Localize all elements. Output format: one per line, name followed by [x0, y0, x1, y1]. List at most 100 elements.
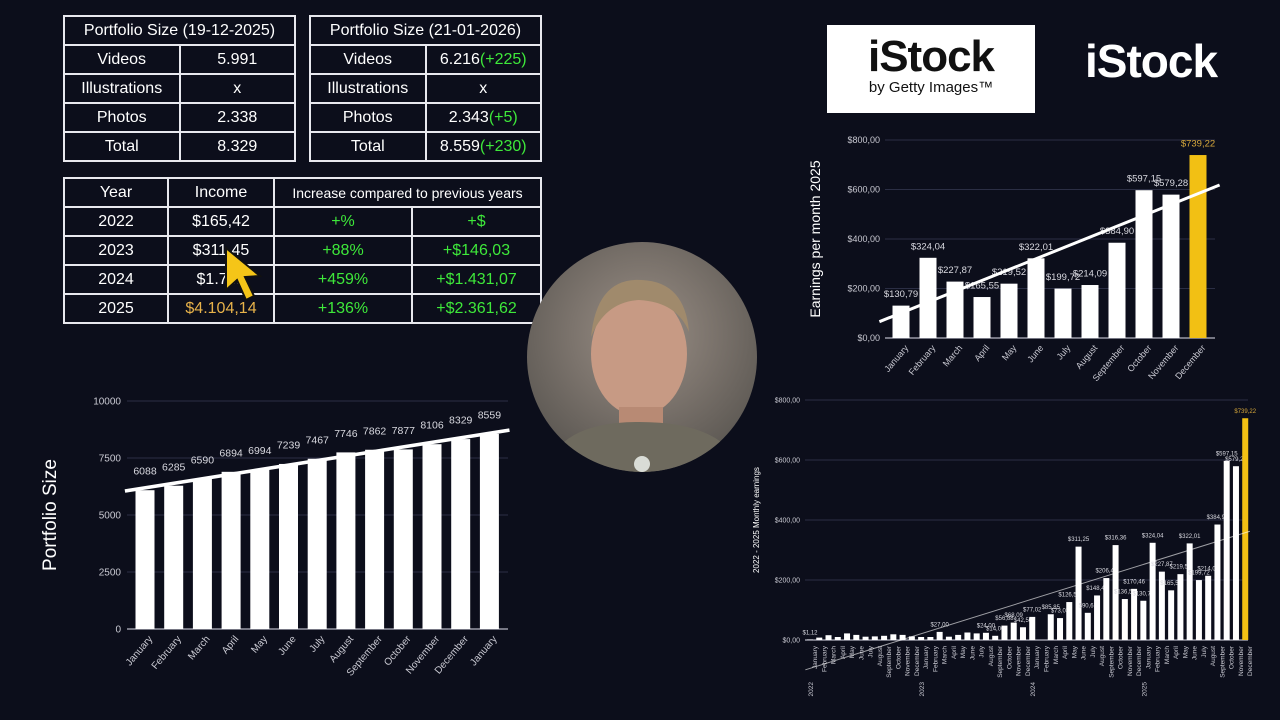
- data-label: 7877: [392, 425, 416, 437]
- year-cell: 2025: [63, 293, 169, 324]
- data-label: $214,09: [1197, 566, 1219, 572]
- x-tick-label: November: [1238, 645, 1245, 676]
- data-label: $165,55: [965, 280, 999, 291]
- row-label: Total: [63, 131, 181, 162]
- data-label: 6285: [162, 461, 186, 473]
- x-tick-label: July: [308, 634, 328, 655]
- data-label: $384,90: [1100, 226, 1134, 237]
- bar: [1047, 614, 1054, 640]
- bar: [365, 449, 385, 629]
- x-tick-label: July: [979, 645, 986, 657]
- bar: [1177, 574, 1184, 640]
- y-tick-label: $200,00: [775, 577, 800, 584]
- bar: [825, 635, 832, 640]
- y-tick-label: $800,00: [775, 397, 800, 404]
- data-label: 6088: [133, 466, 157, 478]
- table-row: Total 8.329: [63, 131, 296, 162]
- data-label: $73,03: [1051, 609, 1070, 615]
- x-tick-label: October: [1006, 645, 1013, 669]
- x-tick-label: June: [1192, 646, 1199, 660]
- x-tick-label: September: [1219, 645, 1226, 678]
- bar: [1057, 618, 1064, 640]
- bar: [871, 636, 878, 640]
- bar: [221, 471, 241, 629]
- data-label: $214,09: [1073, 268, 1107, 279]
- y-tick-label: $200,00: [847, 284, 880, 294]
- x-tick-label: June: [1025, 343, 1045, 364]
- x-tick-label: May: [1071, 645, 1078, 658]
- bar: [919, 257, 937, 338]
- bar: [1189, 155, 1207, 338]
- x-tick-label: December: [1136, 645, 1143, 676]
- table-row: Photos 2.338: [63, 102, 296, 133]
- portfolio-size-new-table: Portfolio Size (21-01-2026) Videos 6.216(+…: [309, 15, 542, 162]
- year-label: 2024: [1030, 682, 1037, 697]
- bar: [918, 637, 925, 640]
- bar: [973, 297, 991, 338]
- trend-line: [805, 530, 1250, 671]
- x-tick-label: October: [895, 645, 902, 669]
- x-tick-label: April: [972, 343, 991, 363]
- table-title: Portfolio Size (21-01-2026): [309, 15, 542, 46]
- data-label: 8329: [449, 415, 473, 427]
- row-label: Illustrations: [309, 73, 427, 104]
- income-cell: $311,45: [167, 235, 275, 266]
- y-tick-label: 7500: [99, 453, 122, 464]
- x-tick-label: July: [1054, 343, 1072, 362]
- x-tick-label: January: [468, 634, 499, 668]
- data-label: $219,52: [992, 267, 1026, 278]
- bar: [393, 449, 413, 629]
- bar: [1081, 285, 1099, 338]
- data-label: $227,87: [1151, 562, 1173, 568]
- bar: [908, 636, 915, 640]
- x-tick-label: April: [840, 645, 847, 659]
- data-label: $165,55: [1160, 581, 1182, 587]
- data-label: 7239: [277, 440, 301, 452]
- data-label: $199,72: [1188, 571, 1210, 577]
- data-label: $148,49: [1086, 586, 1108, 592]
- bar: [1054, 288, 1072, 338]
- year-label: 2022: [808, 682, 815, 697]
- bar: [992, 635, 999, 640]
- increase-amount-cell: +$146,03: [411, 235, 542, 266]
- row-value: 8.559(+230): [424, 131, 542, 162]
- x-tick-label: January: [1034, 645, 1041, 669]
- istock-logo: iStock: [1085, 35, 1218, 87]
- y-tick-label: 10000: [93, 396, 121, 407]
- bar: [164, 485, 184, 629]
- x-tick-label: May: [1182, 645, 1189, 658]
- bar: [1108, 242, 1126, 338]
- bar: [1242, 418, 1249, 640]
- bar: [451, 439, 471, 629]
- bar: [862, 636, 869, 640]
- x-tick-label: March: [186, 634, 212, 662]
- data-label: $130,79: [884, 289, 918, 300]
- data-label: $170,46: [1123, 579, 1145, 585]
- x-tick-label: October: [1125, 343, 1153, 374]
- bar: [1103, 578, 1110, 640]
- table-row: Illustrations x: [309, 73, 542, 104]
- year-cell: 2022: [63, 206, 169, 237]
- header-year: Year: [63, 177, 169, 208]
- x-tick-label: October: [1118, 645, 1125, 669]
- data-label: $27,00: [930, 623, 949, 629]
- x-tick-label: August: [1210, 646, 1217, 666]
- year-cell: 2024: [63, 264, 169, 295]
- x-tick-label: March: [1164, 646, 1171, 664]
- data-label: $311,25: [1068, 537, 1090, 543]
- istock-getty-logo: iStock by Getty Images™: [827, 25, 1035, 113]
- x-tick-label: August: [328, 634, 357, 665]
- x-tick-label: December: [1247, 645, 1254, 676]
- x-tick-label: July: [1090, 645, 1097, 657]
- data-label: $56,88: [995, 616, 1014, 622]
- bar: [1131, 588, 1138, 640]
- x-tick-label: June: [1081, 646, 1088, 660]
- bar: [1066, 602, 1073, 640]
- year-cell: 2023: [63, 235, 169, 266]
- data-label: 8106: [420, 420, 444, 432]
- y-tick-label: $600,00: [775, 457, 800, 464]
- bar: [1140, 600, 1147, 640]
- data-label: $1,12: [802, 630, 818, 636]
- x-tick-label: September: [997, 645, 1004, 678]
